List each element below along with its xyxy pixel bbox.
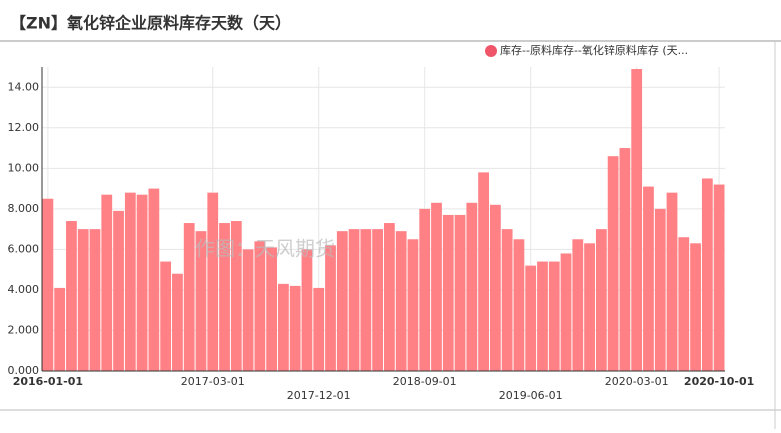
bar xyxy=(136,194,148,371)
bar xyxy=(230,221,242,371)
bar xyxy=(160,261,172,371)
y-tick-label: 4.000 xyxy=(8,283,40,296)
bar xyxy=(66,221,77,371)
x-tick-label: 2018-09-01 xyxy=(393,375,457,388)
y-tick-label: 10.00 xyxy=(8,161,40,174)
bar xyxy=(148,188,160,371)
bar xyxy=(678,237,690,371)
bar xyxy=(690,243,701,371)
x-tick-label: 2017-12-01 xyxy=(287,389,351,402)
y-tick-label: 12.00 xyxy=(8,121,40,134)
bar xyxy=(584,243,595,371)
y-tick-label: 8.000 xyxy=(8,202,40,215)
bar xyxy=(42,198,54,371)
bar xyxy=(113,210,124,371)
bar xyxy=(101,194,113,371)
bar xyxy=(619,148,631,371)
watermark: 作图：天风期货 xyxy=(195,237,335,261)
bar xyxy=(607,156,619,371)
bar xyxy=(313,287,325,371)
bar xyxy=(278,283,289,371)
bar xyxy=(254,241,266,371)
bar xyxy=(501,229,513,371)
bar xyxy=(548,261,560,371)
bar xyxy=(478,172,489,371)
x-tick-label: 2017-03-01 xyxy=(181,375,245,388)
bar xyxy=(631,69,643,371)
bar xyxy=(77,229,89,371)
bar xyxy=(525,265,537,371)
bar xyxy=(336,231,348,371)
bar xyxy=(89,229,101,371)
bar xyxy=(407,239,419,371)
bar xyxy=(219,223,230,371)
legend-marker xyxy=(485,45,497,57)
bar xyxy=(489,204,501,371)
bar xyxy=(348,229,360,371)
legend-label: 库存--原料库存--氧化锌原料库存 (天... xyxy=(500,43,688,57)
y-tick-label: 14.00 xyxy=(8,80,40,93)
y-tick-label: 2.000 xyxy=(8,323,40,336)
bar xyxy=(183,223,195,371)
bar xyxy=(301,249,313,371)
bar xyxy=(419,208,431,371)
bar xyxy=(360,229,372,371)
bar xyxy=(207,192,219,371)
bar xyxy=(595,229,607,371)
bar xyxy=(701,178,713,371)
bar xyxy=(713,184,725,371)
bar xyxy=(454,214,466,371)
chart-title: 【ZN】氧化锌企业原料库存天数（天） xyxy=(10,14,291,33)
bar xyxy=(54,287,66,371)
bar xyxy=(395,231,407,371)
bar xyxy=(325,245,336,371)
bar xyxy=(289,285,301,371)
bar xyxy=(643,186,654,371)
bar xyxy=(442,214,454,371)
x-tick-label: 2019-06-01 xyxy=(499,389,563,402)
bar xyxy=(266,247,278,371)
y-tick-label: 0.000 xyxy=(8,364,40,377)
x-tick-label: 2020-03-01 xyxy=(605,375,669,388)
bar xyxy=(572,239,584,371)
bars xyxy=(42,69,725,371)
bar xyxy=(466,202,478,371)
x-tick-label: 2016-01-01 xyxy=(13,375,83,388)
bar xyxy=(372,229,383,371)
bar xyxy=(654,208,666,371)
y-tick-label: 6.000 xyxy=(8,242,40,255)
bar xyxy=(172,273,183,371)
bar xyxy=(384,223,395,371)
bar xyxy=(560,253,572,371)
bar xyxy=(195,231,207,371)
bar xyxy=(537,261,548,371)
x-tick-label: 2020-10-01 xyxy=(684,375,754,388)
bar xyxy=(513,239,525,371)
bar xyxy=(242,249,254,371)
bar xyxy=(431,202,442,371)
bar xyxy=(666,192,678,371)
bar xyxy=(124,192,136,371)
